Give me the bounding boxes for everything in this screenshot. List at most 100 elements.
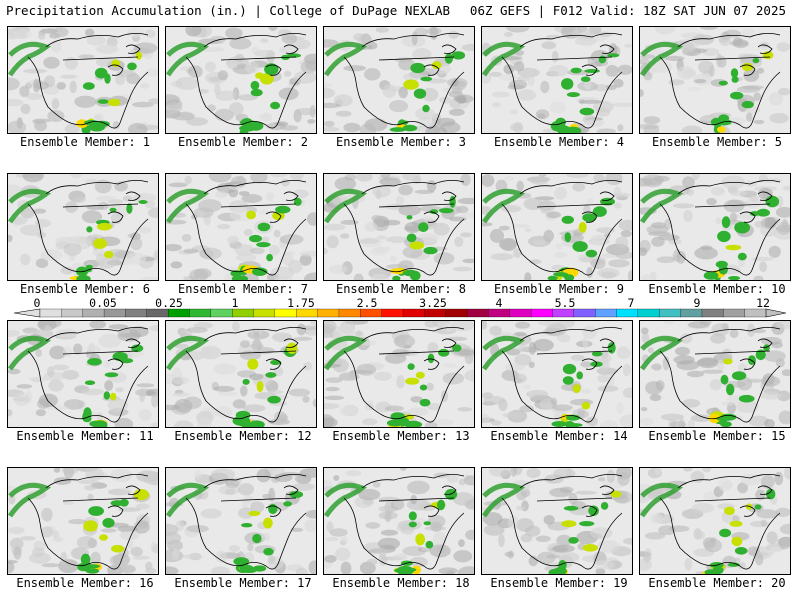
precip-map — [481, 320, 633, 428]
scale-tick-label: 1.75 — [287, 296, 315, 310]
precip-map — [323, 26, 475, 134]
ensemble-panel: Ensemble Member: 5 — [639, 26, 791, 163]
scale-tick-label: 12 — [756, 296, 770, 310]
precip-map — [7, 26, 159, 134]
ensemble-panel: Ensemble Member: 9 — [481, 173, 633, 310]
ensemble-panel: Ensemble Member: 14 — [481, 320, 633, 457]
scale-swatch — [424, 308, 447, 318]
precip-map — [323, 320, 475, 428]
scale-tick-label: 7 — [627, 296, 635, 310]
precip-map — [165, 26, 317, 134]
precip-map — [165, 320, 317, 428]
scale-swatch — [296, 308, 319, 318]
scale-swatch — [701, 308, 724, 318]
ensemble-panel: Ensemble Member: 1 — [7, 26, 159, 163]
precip-map — [639, 173, 791, 281]
scale-swatch — [317, 308, 340, 318]
scale-swatch — [253, 308, 276, 318]
precip-map — [165, 467, 317, 575]
ensemble-member-label: Ensemble Member: 1 — [19, 135, 151, 149]
ensemble-panel: Ensemble Member: 17 — [165, 467, 317, 604]
scale-swatch — [210, 308, 233, 318]
ensemble-panel: Ensemble Member: 2 — [165, 26, 317, 163]
scale-swatch — [530, 308, 553, 318]
precip-map — [481, 26, 633, 134]
ensemble-member-label: Ensemble Member: 4 — [493, 135, 625, 149]
scale-tick-label: 1 — [231, 296, 239, 310]
scale-swatch — [232, 308, 254, 318]
scale-swatch — [680, 308, 703, 318]
ensemble-member-label: Ensemble Member: 7 — [177, 282, 309, 296]
precip-map — [7, 467, 159, 575]
scale-swatch — [125, 308, 148, 318]
precip-map — [481, 467, 633, 575]
precip-map — [165, 173, 317, 281]
ensemble-panel: Ensemble Member: 4 — [481, 26, 633, 163]
ensemble-member-label: Ensemble Member: 10 — [648, 282, 786, 296]
scale-min-arrow — [13, 308, 41, 318]
ensemble-panel: Ensemble Member: 16 — [7, 467, 159, 604]
scale-tick-label: 4 — [495, 296, 503, 310]
ensemble-member-label: Ensemble Member: 13 — [332, 429, 470, 443]
scale-swatch — [509, 308, 532, 318]
ensemble-member-label: Ensemble Member: 15 — [648, 429, 786, 443]
ensemble-panel: Ensemble Member: 13 — [323, 320, 475, 457]
scale-swatch — [61, 308, 84, 318]
precip-map — [639, 467, 791, 575]
scale-tick-label: 0.05 — [89, 296, 117, 310]
scale-swatch — [360, 308, 383, 318]
ensemble-panel: Ensemble Member: 6 — [7, 173, 159, 310]
scale-swatch — [616, 308, 639, 318]
scale-swatch — [274, 308, 297, 318]
ensemble-member-label: Ensemble Member: 5 — [651, 135, 783, 149]
scale-swatch — [146, 308, 169, 318]
ensemble-member-label: Ensemble Member: 8 — [335, 282, 467, 296]
run-info: 06Z GEFS | F012 Valid: 18Z SAT JUN 07 20… — [469, 3, 786, 18]
scale-tick-label: 5.5 — [554, 296, 576, 310]
scale-swatch — [659, 308, 682, 318]
scale-swatch — [402, 308, 425, 318]
scale-swatch — [723, 308, 746, 318]
ensemble-panel: Ensemble Member: 19 — [481, 467, 633, 604]
precip-map — [323, 467, 475, 575]
ensemble-panel: Ensemble Member: 8 — [323, 173, 475, 310]
scale-swatch — [338, 308, 361, 318]
scale-tick-label: 0.25 — [155, 296, 183, 310]
precip-map — [7, 320, 159, 428]
ensemble-panel: Ensemble Member: 18 — [323, 467, 475, 604]
scale-tick-label: 9 — [693, 296, 701, 310]
ensemble-panel: Ensemble Member: 11 — [7, 320, 159, 457]
ensemble-panel: Ensemble Member: 7 — [165, 173, 317, 310]
scale-swatch — [381, 308, 404, 318]
ensemble-panel: Ensemble Member: 20 — [639, 467, 791, 604]
ensemble-panel: Ensemble Member: 10 — [639, 173, 791, 310]
scale-swatch — [103, 308, 126, 318]
scale-max-arrow — [765, 308, 787, 318]
precip-map — [639, 320, 791, 428]
ensemble-member-label: Ensemble Member: 12 — [174, 429, 312, 443]
ensemble-member-label: Ensemble Member: 2 — [177, 135, 309, 149]
ensemble-member-label: Ensemble Member: 16 — [16, 576, 154, 590]
precip-map — [481, 173, 633, 281]
chart-title: Precipitation Accumulation (in.) | Colle… — [6, 3, 451, 18]
ensemble-member-label: Ensemble Member: 3 — [335, 135, 467, 149]
ensemble-member-label: Ensemble Member: 14 — [490, 429, 628, 443]
scale-swatch — [488, 308, 511, 318]
ensemble-member-label: Ensemble Member: 20 — [648, 576, 786, 590]
color-scale-bar — [13, 308, 787, 318]
ensemble-member-label: Ensemble Member: 6 — [19, 282, 151, 296]
scale-tick-label: 2.5 — [356, 296, 378, 310]
scale-swatch — [573, 308, 596, 318]
scale-swatch — [189, 308, 212, 318]
precip-map — [323, 173, 475, 281]
ensemble-member-label: Ensemble Member: 19 — [490, 576, 628, 590]
scale-tick-label: 3.25 — [419, 296, 447, 310]
scale-swatch — [39, 308, 62, 318]
ensemble-member-label: Ensemble Member: 9 — [493, 282, 625, 296]
scale-swatch — [744, 308, 767, 318]
scale-tick-label: 0 — [33, 296, 41, 310]
scale-swatch — [445, 308, 468, 318]
scale-swatch — [82, 308, 105, 318]
ensemble-member-label: Ensemble Member: 11 — [16, 429, 154, 443]
ensemble-panel: Ensemble Member: 3 — [323, 26, 475, 163]
